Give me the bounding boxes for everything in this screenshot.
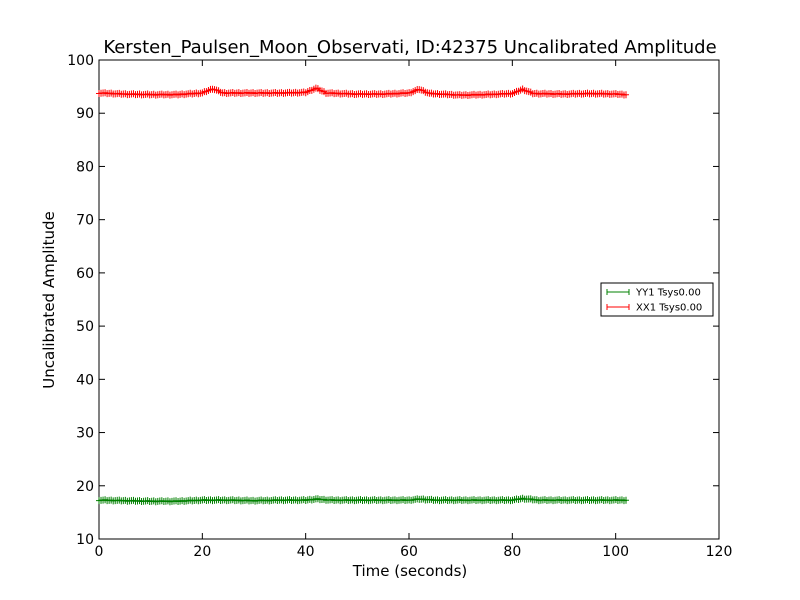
legend-marker — [606, 304, 630, 310]
legend-label: YY1 Tsys0.00 — [635, 288, 701, 299]
x-tick-label: 120 — [706, 544, 733, 560]
x-tick-label: 20 — [193, 544, 211, 560]
series-markers — [96, 494, 629, 506]
y-tick-label: 90 — [76, 106, 94, 122]
y-tick-label: 50 — [76, 319, 94, 335]
legend-item: XX1 Tsys0.00 — [606, 303, 702, 314]
x-tick-label: 60 — [400, 544, 418, 560]
series-yy1 — [96, 494, 629, 506]
legend: YY1 Tsys0.00 XX1 Tsys0.00 — [600, 282, 714, 317]
series-layer — [96, 84, 629, 506]
legend-label: XX1 Tsys0.00 — [636, 303, 702, 314]
y-tick-label: 70 — [76, 213, 94, 229]
data-point-marker — [623, 91, 629, 99]
y-tick-label: 20 — [76, 479, 94, 495]
x-tick-label: 40 — [297, 544, 315, 560]
y-axis-label: Uncalibrated Amplitude — [40, 211, 58, 388]
legend-box — [600, 282, 714, 317]
series-xx1 — [96, 84, 629, 99]
y-tick-label: 40 — [76, 372, 94, 388]
data-point-marker — [623, 496, 629, 504]
y-tick-label: 60 — [76, 266, 94, 282]
tick-layer: 0 20 40 60 80 100 120 10 20 30 40 50 60 70 80 90 100 — [67, 53, 732, 560]
legend-marker — [606, 289, 630, 295]
series-markers — [96, 84, 629, 99]
legend-item: YY1 Tsys0.00 — [606, 288, 701, 299]
y-tick-label: 80 — [76, 159, 94, 175]
y-tick-label: 30 — [76, 426, 94, 442]
y-tick-label: 100 — [67, 53, 94, 69]
x-axis-label: Time (seconds) — [352, 562, 468, 580]
x-tick-label: 80 — [503, 544, 521, 560]
chart-title: Kersten_Paulsen_Moon_Observati, ID:42375… — [103, 37, 716, 58]
y-tick-label: 10 — [76, 532, 94, 548]
x-tick-label: 0 — [95, 544, 104, 560]
x-tick-label: 100 — [602, 544, 629, 560]
